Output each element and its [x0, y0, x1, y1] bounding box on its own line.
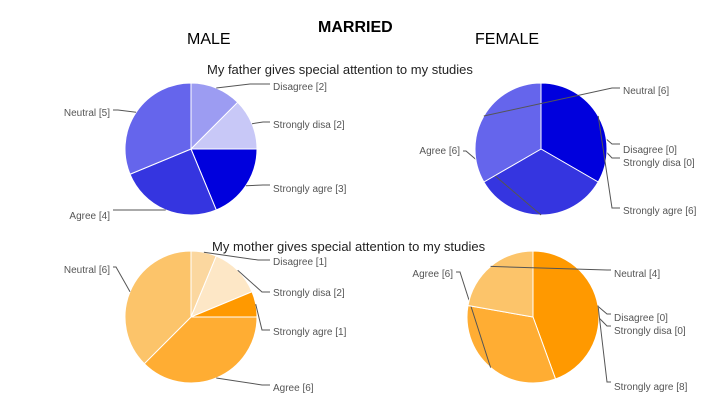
pie-slice-agree [143, 316, 258, 384]
pie-mother-female: Disagree [0] Strongly disa [0] Strongly ag… [412, 250, 688, 393]
slice-label-disagree: Disagree [2] [273, 82, 327, 93]
leader-line-strongly-agre [245, 184, 270, 187]
leader-line-neutral [113, 266, 131, 292]
pie-slice-strongly-agre [190, 148, 258, 211]
slice-label-neutral: Neutral [6] [64, 265, 110, 276]
leader-line-neutral [113, 109, 137, 113]
slice-label-agree: Agree [6] [419, 146, 460, 157]
header-married: MARRIED [318, 19, 393, 36]
slice-label-agree: Agree [6] [412, 269, 453, 280]
father-question-title: My father gives special attention to my … [207, 62, 473, 77]
leader-line-strongly-agre [597, 115, 620, 209]
leader-line-agree [463, 150, 542, 216]
leader-line-neutral [490, 265, 611, 271]
leader-line-agree [456, 271, 492, 368]
slice-label-strongly-agre: Strongly agre [3] [273, 184, 347, 195]
slice-label-agree: Agree [6] [273, 383, 314, 394]
slice-label-neutral: Neutral [5] [64, 108, 110, 119]
slice-label-disagree: Disagree [1] [273, 257, 327, 268]
slice-label-strongly-disa: Strongly disa [0] [614, 326, 686, 337]
leader-line-strongly-disa [237, 269, 270, 293]
slice-label-neutral: Neutral [6] [623, 86, 669, 97]
leader-line-disagree [216, 83, 270, 89]
slice-label-strongly-disa: Strongly disa [2] [273, 120, 345, 131]
slice-label-neutral: Neutral [4] [614, 269, 660, 280]
pie-slice-neutral [124, 82, 192, 175]
slice-label-strongly-agre: Strongly agre [1] [273, 327, 347, 338]
slice-label-disagree: Disagree [0] [623, 145, 677, 156]
slice-label-strongly-disa: Strongly disa [2] [273, 288, 345, 299]
pie-slice-neutral [124, 250, 192, 365]
slice-label-strongly-disa: Strongly disa [0] [623, 158, 695, 169]
slice-label-strongly-agre: Strongly agre [8] [614, 382, 688, 393]
pie-slice-neutral [467, 250, 534, 318]
pie-mother-male: Disagree [1] Strongly disa [2] Strongly ag… [64, 250, 347, 394]
slice-label-disagree: Disagree [0] [614, 313, 668, 324]
pie-father-male: Disagree [2] Strongly disa [2] Strongly ag… [64, 82, 347, 222]
leader-line-neutral [483, 87, 620, 117]
leader-line-strongly-agre [255, 303, 270, 331]
header-female: FEMALE [475, 31, 540, 48]
header-male: MALE [187, 31, 231, 48]
leader-line-strongly-disa [251, 121, 270, 125]
leader-line-strongly-agre [597, 305, 611, 383]
slice-label-agree: Agree [4] [69, 211, 110, 222]
slice-label-strongly-agre: Strongly agre [6] [623, 206, 697, 217]
mother-question-title: My mother gives special attention to my … [212, 239, 486, 254]
leader-line-disagree [203, 251, 270, 261]
pie-father-female: Disagree [0] Strongly disa [0] Strongly ag… [419, 82, 697, 217]
leader-line-agree [216, 377, 270, 386]
